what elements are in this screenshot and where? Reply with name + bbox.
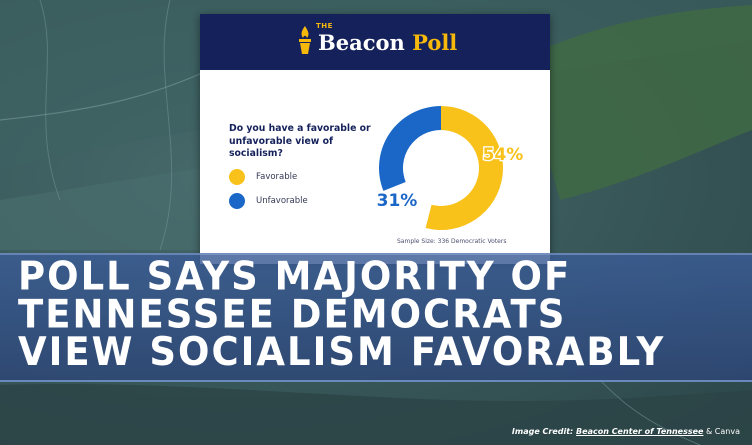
legend-dot-unfavorable (229, 193, 245, 209)
sample-size-note: Sample Size: 336 Democratic Voters (397, 238, 507, 245)
credit-prefix: Image Credit: (511, 427, 577, 436)
headline-line-1: POLL SAYS MAJORITY OF (18, 253, 572, 299)
brand-name: Beacon (318, 30, 405, 55)
donut-slice-unfavorable (379, 106, 441, 191)
headline: POLL SAYS MAJORITY OF TENNESSEE DEMOCRAT… (18, 253, 748, 375)
torch-icon (299, 26, 311, 54)
donut-chart: 54% 31% (376, 106, 525, 231)
credit-suffix: & Canva (703, 427, 740, 436)
legend-label-unfavorable: Unfavorable (256, 196, 308, 206)
legend-item-favorable: Favorable (229, 169, 297, 185)
legend-item-unfavorable: Unfavorable (229, 193, 308, 209)
legend-dot-favorable (229, 169, 245, 185)
brand-accent: Poll (412, 30, 458, 55)
poll-card: THE Beacon Poll Do you have a favorable … (200, 14, 550, 264)
data-label-favorable: 54% (483, 145, 524, 165)
credit-source-link[interactable]: Beacon Center of Tennessee (576, 427, 704, 436)
headline-line-3: VIEW SOCIALISM FAVORABLY (18, 329, 666, 375)
headline-line-2: TENNESSEE DEMOCRATS (18, 291, 567, 337)
legend-label-favorable: Favorable (256, 172, 298, 182)
brand-logo-text: Beacon Poll (318, 30, 457, 55)
donut-slice-favorable (425, 106, 503, 231)
image-credit: Image Credit: Beacon Center of Tennessee… (512, 427, 740, 436)
card-header: THE Beacon Poll (200, 14, 550, 70)
brand-small-text: THE (316, 22, 333, 30)
data-label-unfavorable: 31% (377, 191, 418, 211)
headline-banner (0, 253, 752, 382)
poll-question: Do you have a favorable or unfavorable v… (229, 123, 371, 159)
